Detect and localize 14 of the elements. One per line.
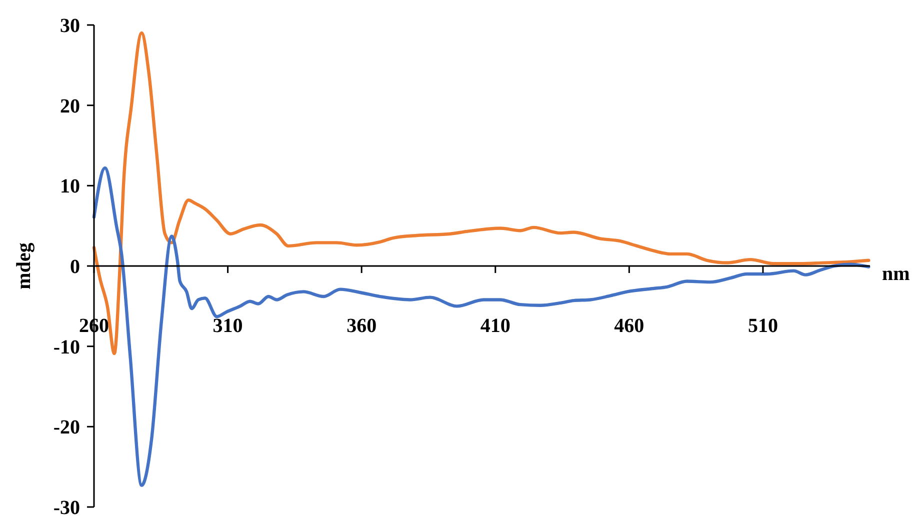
y-tick-label: 20 xyxy=(60,95,80,118)
y-axis-title: mdeg xyxy=(13,242,35,290)
x-tick-label: 460 xyxy=(614,315,644,337)
y-tick-label: -30 xyxy=(53,497,80,518)
x-tick-label: 360 xyxy=(346,315,377,337)
y-tick-label: -20 xyxy=(53,416,80,439)
y-tick-label: 10 xyxy=(60,176,80,198)
x-axis-title: nm xyxy=(882,263,910,285)
x-tick-label: 310 xyxy=(212,315,243,337)
x-tick-label: 510 xyxy=(748,315,778,337)
y-tick-label: -10 xyxy=(53,336,80,358)
x-tick-label: 410 xyxy=(480,315,510,337)
y-tick-label: 30 xyxy=(60,15,80,37)
y-tick-label: 0 xyxy=(70,256,80,278)
